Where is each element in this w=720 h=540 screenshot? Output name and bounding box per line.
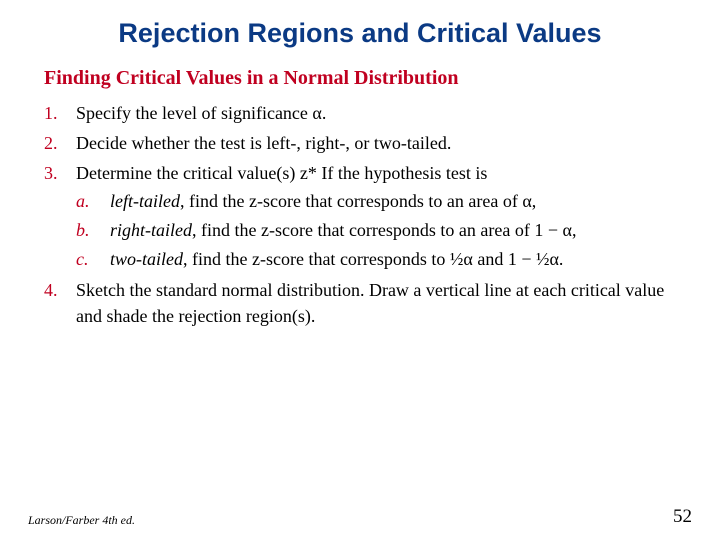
sub-item-c: two-tailed, find the z-score that corres…: [76, 246, 678, 272]
footer-citation: Larson/Farber 4th ed.: [28, 513, 135, 528]
list-item-3-lead: Determine the critical value(s) z* If th…: [76, 163, 487, 183]
list-item-2-text: Decide whether the test is left-, right-…: [76, 133, 451, 153]
list-item-2: Decide whether the test is left-, right-…: [44, 130, 678, 156]
section-heading: Finding Critical Values in a Normal Dist…: [44, 67, 678, 90]
sub-item-c-rest: , find the z-score that corresponds to ½…: [183, 249, 563, 269]
list-item-4: Sketch the standard normal distribution.…: [44, 277, 678, 329]
sub-item-c-emph: two-tailed: [110, 249, 183, 269]
list-item-1: Specify the level of significance α.: [44, 100, 678, 126]
sub-ordered-list: left-tailed, find the z-score that corre…: [76, 188, 678, 272]
slide-title: Rejection Regions and Critical Values: [42, 18, 678, 49]
sub-item-b-rest: , find the z-score that corresponds to a…: [192, 220, 576, 240]
sub-item-a-emph: left-tailed: [110, 191, 180, 211]
sub-item-b-emph: right-tailed: [110, 220, 192, 240]
list-item-1-text: Specify the level of significance α.: [76, 103, 326, 123]
footer: Larson/Farber 4th ed. 52: [28, 506, 692, 528]
page-number: 52: [673, 506, 692, 528]
sub-item-b: right-tailed, find the z-score that corr…: [76, 217, 678, 243]
sub-item-a-rest: , find the z-score that corresponds to a…: [180, 191, 536, 211]
sub-item-a: left-tailed, find the z-score that corre…: [76, 188, 678, 214]
list-item-4-text: Sketch the standard normal distribution.…: [76, 280, 664, 326]
list-item-3: Determine the critical value(s) z* If th…: [44, 160, 678, 272]
main-ordered-list: Specify the level of significance α. Dec…: [44, 100, 678, 329]
